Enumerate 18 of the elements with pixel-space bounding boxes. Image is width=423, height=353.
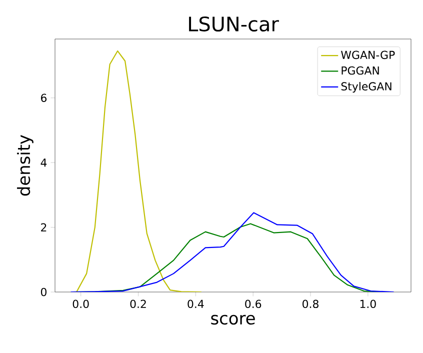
x-tick-label: 0.2 xyxy=(130,300,146,308)
y-tick-label: 6 xyxy=(41,94,47,102)
chart-title: LSUN-car xyxy=(189,16,279,32)
y-tick-label: 2 xyxy=(41,223,46,232)
line-series xyxy=(76,50,202,292)
x-tick-label: 0.6 xyxy=(245,300,262,308)
x-tick-label: 1.0 xyxy=(360,300,376,308)
y-axis-title: density xyxy=(17,134,34,196)
y-tick-label: 0 xyxy=(40,288,46,296)
x-tick-label: 0.0 xyxy=(72,300,89,308)
legend-label: StyleGAN xyxy=(341,82,392,93)
y-tick-label: 4 xyxy=(40,158,47,167)
x-tick-label: 0.4 xyxy=(188,300,204,308)
line-series xyxy=(70,212,394,292)
legend-label: WGAN-GP xyxy=(341,50,395,60)
legend-label: PGGAN xyxy=(342,66,379,75)
x-axis-title: score xyxy=(211,314,255,325)
x-tick-label: 0.8 xyxy=(302,300,318,308)
